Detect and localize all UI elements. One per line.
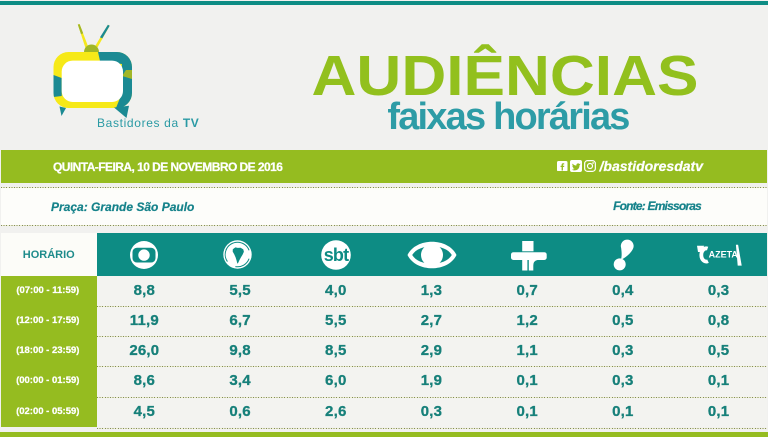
svg-text:sbt: sbt xyxy=(323,244,348,264)
svg-text:AZETA: AZETA xyxy=(708,249,738,259)
